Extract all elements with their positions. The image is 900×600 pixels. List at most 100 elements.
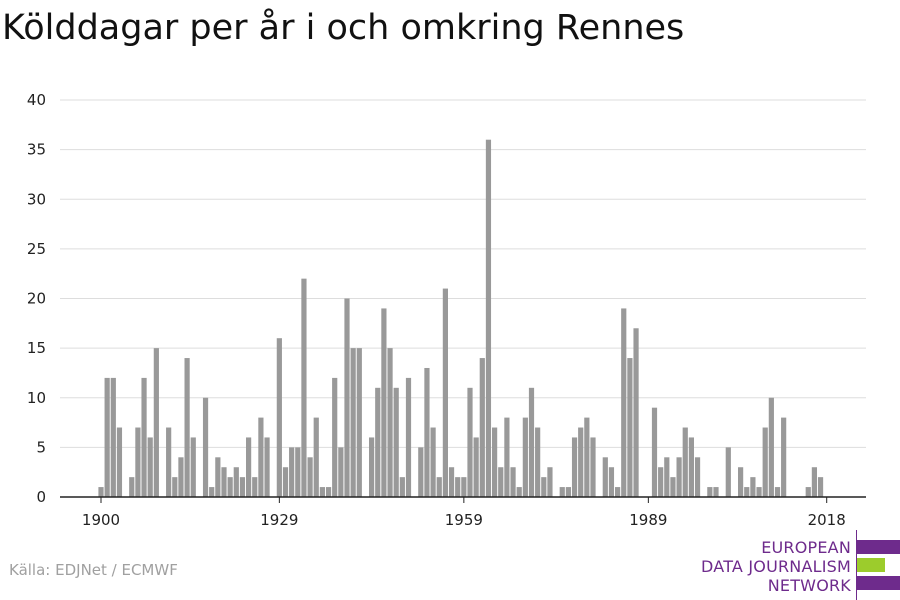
bar-1918 (209, 487, 215, 497)
bar-1924 (246, 437, 252, 497)
y-tick-label: 10 (27, 389, 46, 407)
bar-1927 (264, 437, 270, 497)
logo-line-data-journalism: DATA JOURNALISM (701, 557, 851, 576)
bar-1909 (153, 348, 159, 498)
bar-2004 (738, 467, 744, 497)
bar-1983 (608, 467, 615, 497)
bar-1907 (141, 377, 147, 497)
bar-1947 (387, 348, 393, 498)
bar-1923 (239, 477, 246, 497)
bar-1930 (282, 467, 289, 497)
bar-1919 (215, 457, 221, 497)
bar-1987 (633, 328, 639, 497)
bar-1925 (252, 477, 258, 497)
bar-1969 (522, 417, 528, 497)
bar-1967 (510, 467, 516, 497)
bar-1992 (664, 457, 670, 497)
bar-2002 (725, 447, 731, 498)
bar-1990 (651, 407, 658, 497)
bar-1997 (694, 457, 701, 497)
bar-1945 (375, 387, 381, 497)
bar-1914 (184, 358, 190, 497)
bar-2000 (713, 487, 719, 497)
bar-1950 (405, 377, 412, 497)
bar-1993 (670, 477, 676, 497)
edjnet-logo: EUROPEAN DATA JOURNALISM NETWORK (700, 530, 900, 600)
bar-1968 (516, 487, 522, 497)
bar-1971 (535, 427, 541, 497)
bar-1964 (492, 427, 498, 497)
bar-1979 (584, 417, 590, 497)
bar-1932 (295, 447, 301, 498)
bar-1995 (682, 427, 688, 497)
bar-1982 (602, 457, 608, 497)
bar-2010 (774, 487, 781, 497)
gridlines (60, 99, 866, 448)
bar-1955 (436, 477, 442, 497)
bar-1999 (707, 487, 713, 497)
bar-1942 (356, 348, 362, 498)
bar-1996 (688, 437, 694, 497)
bar-1953 (424, 367, 430, 497)
bar-1939 (338, 447, 344, 498)
bar-1962 (479, 358, 485, 497)
bar-1959 (461, 477, 467, 497)
bar-1961 (473, 437, 479, 497)
bar-1978 (578, 427, 584, 497)
bar-1948 (393, 387, 399, 497)
bar-1915 (190, 437, 196, 497)
bar-1922 (233, 467, 239, 497)
bar-1963 (485, 139, 492, 497)
bar-1926 (258, 417, 264, 497)
bar-2006 (750, 477, 756, 497)
y-tick-label: 0 (36, 488, 46, 506)
logo-purple-bar (857, 540, 900, 554)
bar-1929 (276, 338, 282, 497)
bar-2009 (768, 397, 774, 497)
y-tick-label: 25 (27, 240, 46, 258)
x-tick-label: 1900 (82, 511, 120, 529)
bar-1940 (344, 298, 350, 497)
bar-1975 (559, 487, 565, 497)
bar-2007 (756, 487, 762, 497)
bar-1912 (172, 477, 178, 497)
x-tick-label: 1929 (260, 511, 298, 529)
bar-1911 (166, 427, 172, 497)
bar-1934 (307, 457, 313, 497)
logo-divider (856, 530, 857, 600)
bar-1965 (498, 467, 504, 497)
y-tick-label: 5 (36, 438, 46, 456)
bar-1903 (116, 427, 123, 497)
bar-1949 (399, 477, 405, 497)
logo-purple-bar (857, 576, 900, 590)
bar-1954 (430, 427, 436, 497)
bar-1960 (467, 387, 473, 497)
x-tick-label: 1959 (445, 511, 483, 529)
bar-1937 (325, 487, 332, 497)
y-tick-label: 40 (27, 91, 46, 109)
bar-1973 (547, 467, 553, 497)
bar-1970 (528, 387, 535, 497)
bar-1938 (332, 377, 338, 497)
bar-2008 (762, 427, 768, 497)
bar-2005 (744, 487, 750, 497)
bar-1902 (110, 377, 116, 497)
bar-1958 (455, 477, 461, 497)
bar-2011 (781, 417, 787, 497)
bar-1957 (448, 467, 455, 497)
x-tick-label: 1989 (629, 511, 667, 529)
y-axis-labels: 0 5 10 15 20 25 30 35 40 (27, 91, 46, 506)
bar-1985 (621, 308, 627, 497)
bar-1944 (369, 437, 375, 497)
bars (98, 139, 824, 498)
bar-1921 (227, 477, 233, 497)
bar-1935 (313, 417, 319, 497)
x-axis-ticks: 1900 1929 1959 1989 2018 (82, 497, 846, 529)
bar-2016 (811, 467, 817, 497)
bar-1908 (147, 437, 153, 497)
bar-1986 (627, 358, 633, 497)
bar-1906 (135, 427, 141, 497)
bar-1977 (571, 437, 578, 497)
bar-1972 (541, 477, 547, 497)
bar-1905 (129, 477, 135, 497)
